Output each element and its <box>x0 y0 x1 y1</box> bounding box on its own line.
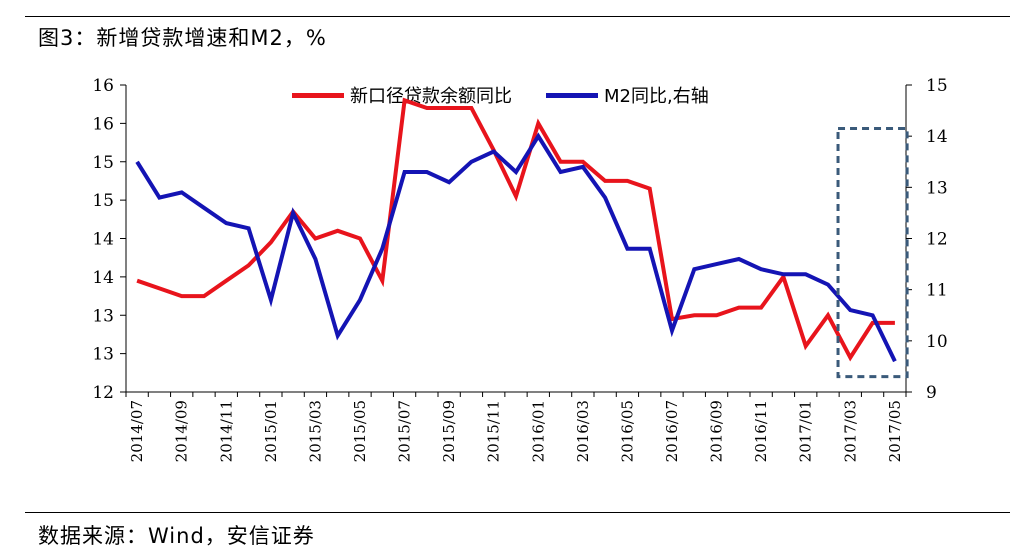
left-axis-tick-label: 14 <box>92 230 114 250</box>
x-axis-tick-label: 2015/03 <box>306 400 324 462</box>
chart-title: 图3：新增贷款增速和M2，% <box>38 26 327 50</box>
left-axis-tick-label: 16 <box>92 114 114 134</box>
x-axis-tick-label: 2014/11 <box>217 400 235 462</box>
x-axis-tick-label: 2014/07 <box>128 400 146 462</box>
right-axis-tick-label: 10 <box>926 332 948 352</box>
series-line-m2 <box>135 132 897 363</box>
right-axis-tick-label: 13 <box>926 178 948 198</box>
legend-swatch-loan <box>292 92 344 98</box>
left-axis-tick-label: 12 <box>92 383 114 403</box>
x-axis-tick-label: 2016/03 <box>574 400 592 462</box>
x-axis-tick-label: 2015/11 <box>485 400 503 462</box>
x-axis-tick-label: 2016/01 <box>529 400 547 462</box>
right-axis-tick-label: 12 <box>926 230 948 250</box>
right-axis-tick-label: 11 <box>926 281 948 301</box>
left-axis-tick-label: 15 <box>92 191 114 211</box>
x-axis-tick-label: 2014/09 <box>173 400 191 462</box>
x-axis-tick-label: 2015/05 <box>351 400 369 462</box>
x-axis-tick-label: 2017/05 <box>886 400 904 462</box>
highlight-box <box>836 126 909 379</box>
x-axis-tick-label: 2015/09 <box>440 400 458 462</box>
legend-item-m2: M2同比,右轴 <box>546 82 709 108</box>
x-axis-tick-label: 2017/03 <box>841 400 859 462</box>
x-axis-tick-label: 2017/01 <box>797 400 815 462</box>
legend-swatch-m2 <box>546 92 598 98</box>
left-axis-tick-label: 15 <box>92 153 114 173</box>
top-rule <box>25 16 1010 17</box>
source-note: 数据来源：Wind，安信证券 <box>38 524 315 548</box>
legend-label-loan: 新口径贷款余额同比 <box>350 86 512 107</box>
right-axis-tick-label: 9 <box>926 383 937 403</box>
right-axis-tick-label: 14 <box>926 127 948 147</box>
left-axis-tick-label: 13 <box>92 306 114 326</box>
x-axis-tick-label: 2016/11 <box>752 400 770 462</box>
x-axis-tick-label: 2016/09 <box>708 400 726 462</box>
legend-item-loan: 新口径贷款余额同比 <box>292 82 512 108</box>
x-axis-tick-label: 2016/05 <box>618 400 636 462</box>
left-axis-tick-label: 14 <box>92 268 114 288</box>
right-axis-tick-label: 15 <box>926 76 948 96</box>
x-axis-tick-label: 2015/01 <box>262 400 280 462</box>
legend: 新口径贷款余额同比 M2同比,右轴 <box>292 82 743 108</box>
x-axis-tick-label: 2016/07 <box>663 400 681 462</box>
left-axis-tick-label: 13 <box>92 345 114 365</box>
x-axis-tick-label: 2015/07 <box>396 400 414 462</box>
left-axis-tick-label: 16 <box>92 76 114 96</box>
legend-label-m2: M2同比,右轴 <box>604 86 709 107</box>
bottom-rule <box>25 512 1010 513</box>
